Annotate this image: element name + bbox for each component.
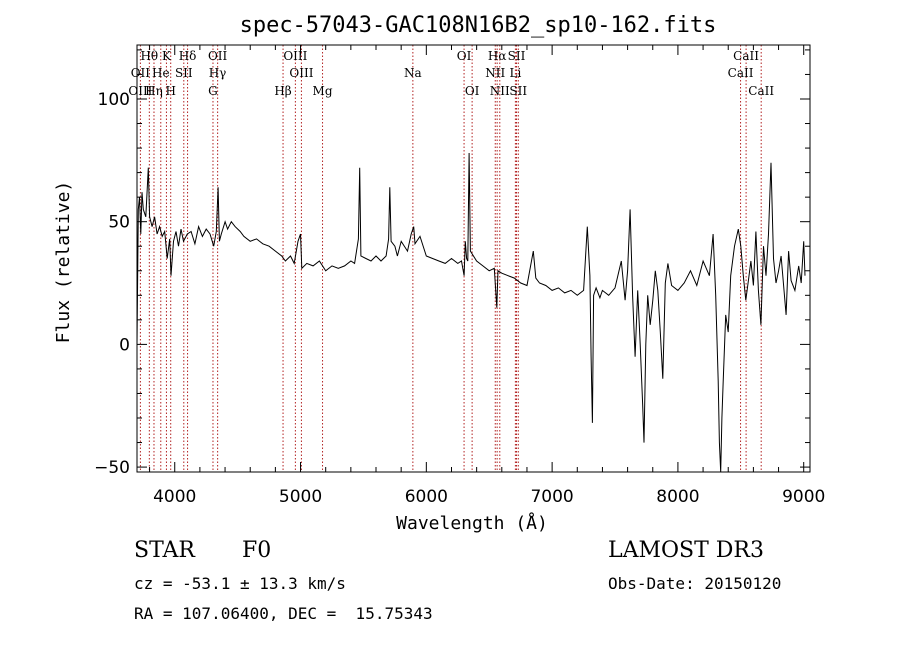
line-marker-label: OIII (283, 49, 307, 63)
survey-name: LAMOST DR3 (608, 538, 764, 563)
line-marker-label: OII (131, 66, 151, 80)
spectrum-line (136, 152, 806, 473)
plot-frame (136, 44, 811, 473)
y-tick-label: 50 (108, 213, 130, 233)
line-marker-label: Li (509, 66, 521, 80)
line-marker-label: OI (465, 84, 480, 98)
line-marker-label: G (208, 84, 218, 98)
line-marker-label: Hη (145, 84, 163, 98)
line-marker-label: He (152, 66, 170, 80)
x-tick-label: 8000 (656, 487, 699, 507)
object-subclass: F0 (242, 538, 272, 563)
line-marker-label: Hδ (179, 49, 197, 63)
line-marker-label: Na (404, 66, 422, 80)
line-marker-label: CaII (733, 49, 759, 63)
line-markers (139, 45, 762, 472)
line-marker-label: Hα (488, 49, 507, 63)
y-axis: −50 0 50 100 (94, 49, 810, 478)
observation-date: Obs-Date: 20150120 (608, 574, 782, 593)
x-axis-label: Wavelength (Å) (396, 512, 548, 534)
line-marker-label: OIII (289, 66, 313, 80)
line-marker-label: SII (508, 49, 526, 63)
x-axis: 4000 5000 6000 7000 8000 9000 (149, 45, 825, 507)
x-tick-label: 4000 (153, 487, 196, 507)
x-tick-label: 9000 (782, 487, 825, 507)
line-marker-label: OII (208, 49, 228, 63)
line-marker-label: Hθ (140, 49, 158, 63)
line-marker-label: SII (509, 84, 527, 98)
line-marker-label: OI (457, 49, 472, 63)
line-marker-label: SII (175, 66, 193, 80)
line-marker-label: Mg (313, 84, 333, 98)
line-marker-label: H (165, 84, 175, 98)
line-marker-label: Hβ (274, 84, 291, 98)
line-marker-label: Hγ (209, 66, 227, 80)
chart-title: spec-57043-GAC108N16B2_sp10-162.fits (240, 13, 717, 38)
coordinates: RA = 107.06400, DEC = 15.75343 (134, 604, 433, 623)
line-marker-label: CaII (748, 84, 774, 98)
y-tick-label: −50 (94, 458, 130, 478)
x-tick-label: 7000 (530, 487, 573, 507)
line-marker-label: CaII (728, 66, 754, 80)
line-marker-label: NII (485, 66, 505, 80)
line-marker-label: NII (490, 84, 510, 98)
x-tick-label: 5000 (279, 487, 322, 507)
y-axis-label: Flux (relative) (53, 181, 74, 344)
y-tick-label: 100 (98, 90, 130, 110)
redshift-cz: cz = -53.1 ± 13.3 km/s (134, 574, 346, 593)
line-marker-label: K (162, 49, 172, 63)
x-tick-label: 6000 (405, 487, 448, 507)
y-tick-label: 0 (119, 335, 130, 355)
line-marker-label: OIII (128, 84, 152, 98)
object-class: STAR (134, 538, 195, 563)
